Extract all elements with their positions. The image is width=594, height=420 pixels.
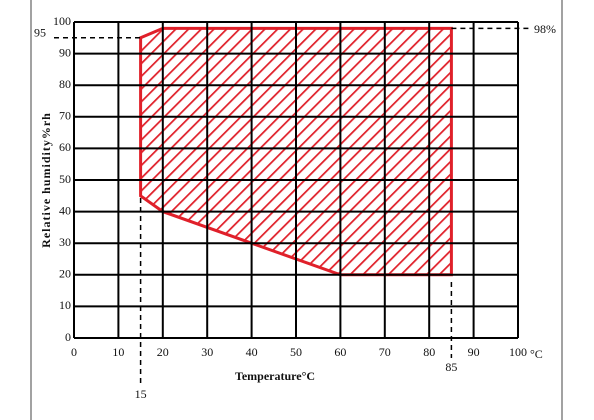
x-tick-label: 80 xyxy=(423,345,435,359)
y-tick-label: 20 xyxy=(59,267,71,281)
reference-label: 85 xyxy=(445,360,457,374)
x-tick-label: 10 xyxy=(112,345,124,359)
x-tick-label: 60 xyxy=(334,345,346,359)
y-tick-label: 70 xyxy=(59,109,71,123)
y-tick-label: 0 xyxy=(65,330,71,344)
y-tick-label: 60 xyxy=(59,140,71,154)
y-tick-label: 50 xyxy=(59,172,71,186)
y-tick-label: 100 xyxy=(53,14,71,28)
x-tick-label: 90 xyxy=(468,345,480,359)
x-tick-label: 40 xyxy=(246,345,258,359)
reference-label: 95 xyxy=(34,26,46,40)
reference-label: 98% xyxy=(534,22,556,36)
y-tick-label: 80 xyxy=(59,77,71,91)
y-axis-label: Relative humidity%rh xyxy=(39,112,53,248)
y-tick-label: 40 xyxy=(59,203,71,217)
x-tick-label: 20 xyxy=(157,345,169,359)
x-tick-label: 50 xyxy=(290,345,302,359)
x-tick-label: 30 xyxy=(201,345,213,359)
y-tick-label: 10 xyxy=(59,298,71,312)
x-axis-label: Temperature°C xyxy=(235,369,315,383)
x-tick-label: 70 xyxy=(379,345,391,359)
x-tick-label: 0 xyxy=(71,345,77,359)
x-unit: °C xyxy=(530,347,543,361)
y-tick-label: 30 xyxy=(59,235,71,249)
y-tick-label: 90 xyxy=(59,45,71,59)
reference-label: 15 xyxy=(135,387,147,401)
x-tick-label: 100 xyxy=(509,345,527,359)
